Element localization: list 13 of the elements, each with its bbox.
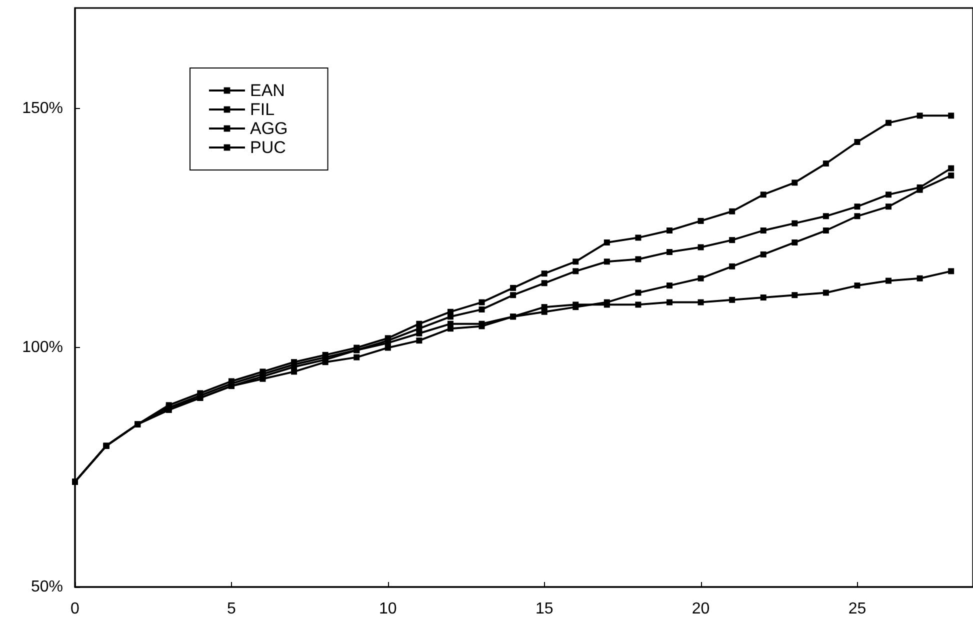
legend-label: EAN — [250, 81, 285, 100]
x-tick-label: 5 — [226, 600, 236, 618]
legend-label: AGG — [250, 119, 288, 138]
x-tick-label: 10 — [378, 600, 397, 618]
x-tick-label: 0 — [70, 600, 80, 618]
y-tick-label: 50% — [30, 578, 63, 596]
x-tick-label: 20 — [692, 600, 710, 618]
y-tick-label: 100% — [22, 339, 63, 356]
legend-label: PUC — [250, 138, 286, 157]
x-tick-label: 25 — [848, 600, 866, 618]
x-tick-label: 15 — [535, 600, 554, 618]
legend-label: FIL — [250, 100, 275, 119]
y-tick-label: 150% — [22, 100, 63, 117]
